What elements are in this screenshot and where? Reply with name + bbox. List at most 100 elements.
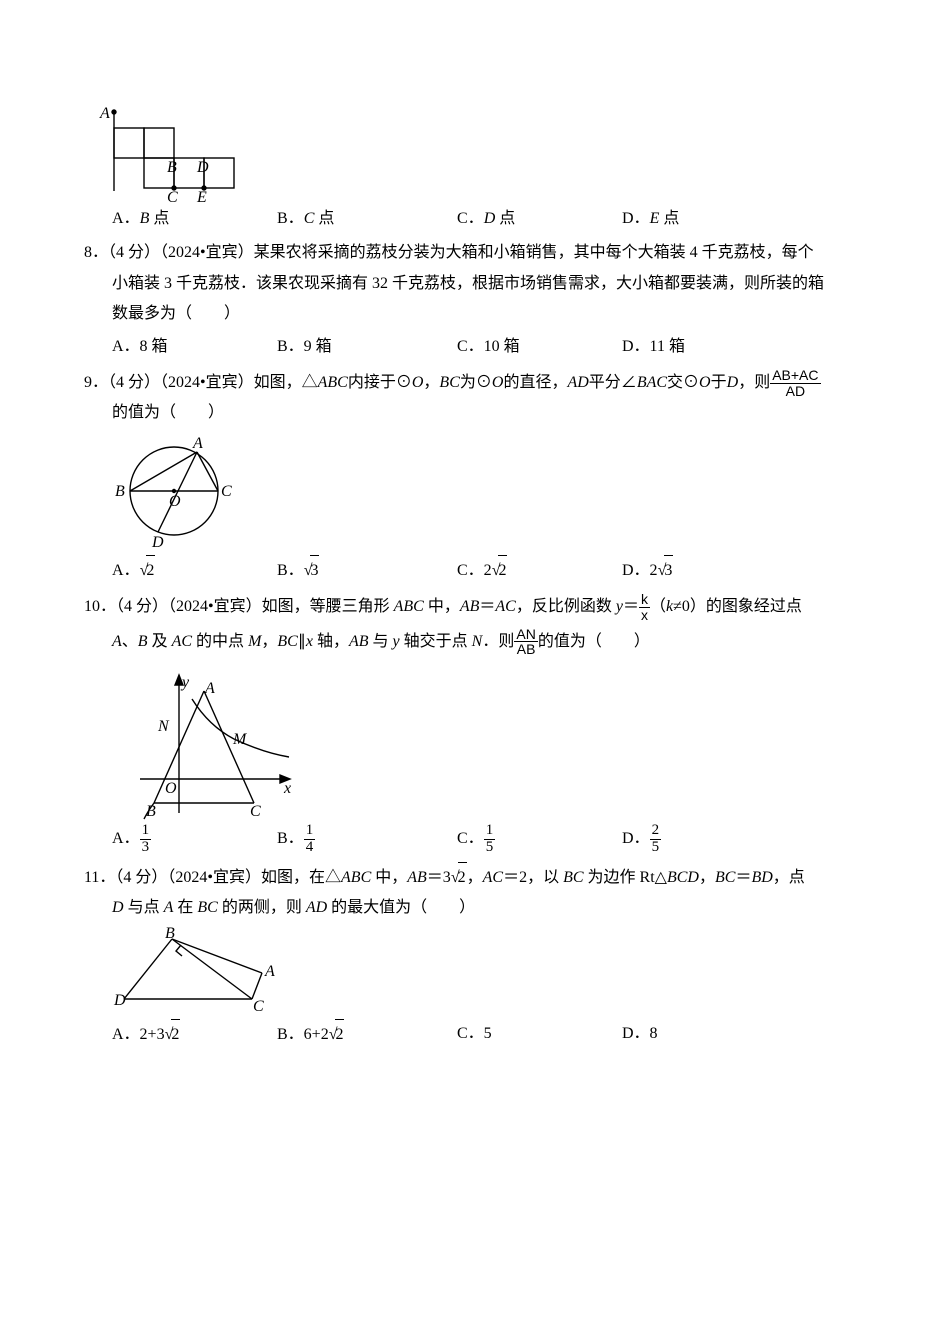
label: B． bbox=[277, 210, 304, 227]
t: O bbox=[699, 368, 711, 398]
t: 中， bbox=[424, 598, 460, 615]
t: ， bbox=[261, 633, 277, 650]
t: 11．（4 分）（2024•宜宾）如图，在△ bbox=[84, 869, 341, 886]
t: ．则 bbox=[482, 633, 514, 650]
t: BD bbox=[751, 869, 772, 886]
q11-choice-b: B．6+22 bbox=[277, 1019, 457, 1050]
l: A．2+3 bbox=[112, 1026, 165, 1043]
n: 1 bbox=[304, 823, 316, 840]
t: ＝2，以 bbox=[503, 869, 563, 886]
q7-choice-d: D．E 点 bbox=[622, 204, 679, 234]
l: D．2 bbox=[622, 562, 658, 579]
q7-figure: A B C D E bbox=[94, 106, 866, 202]
t: D bbox=[727, 368, 739, 398]
suf: 点 bbox=[314, 210, 334, 227]
t: N bbox=[472, 633, 483, 650]
t: AC bbox=[172, 633, 192, 650]
t: ，反比例函数 bbox=[516, 598, 616, 615]
t: 为边作 Rt△ bbox=[584, 869, 667, 886]
t: 的中点 bbox=[192, 633, 248, 650]
q9-fraction: AB+ACAD bbox=[770, 368, 820, 398]
n: 1 bbox=[484, 823, 496, 840]
svg-text:A: A bbox=[264, 963, 275, 980]
t: BC bbox=[715, 869, 735, 886]
t: AB bbox=[407, 869, 427, 886]
t: AC bbox=[483, 869, 503, 886]
t: BC bbox=[277, 633, 297, 650]
q8-choice-d: D．11 箱 bbox=[622, 332, 685, 362]
t: x bbox=[306, 633, 313, 650]
sqrt-icon: 2 bbox=[140, 555, 156, 586]
t: y bbox=[393, 633, 400, 650]
t: ABC bbox=[394, 598, 424, 615]
q10-figure: y x A B C M N O bbox=[134, 671, 866, 821]
q7-choice-c: C．D 点 bbox=[457, 204, 622, 234]
q10-frac-kx: kx bbox=[639, 592, 650, 622]
t: 中， bbox=[371, 869, 407, 886]
q10-choice-a: A．13 bbox=[112, 823, 277, 856]
t: ＝ bbox=[479, 598, 495, 615]
t: ， bbox=[423, 368, 439, 398]
q8-stem-2: 小箱装 3 千克荔枝．该果农现采摘有 32 千克荔枝，根据市场销售需求，大小箱都… bbox=[84, 269, 866, 299]
t: A bbox=[164, 899, 174, 916]
l: A． bbox=[112, 830, 140, 847]
l: A． bbox=[112, 562, 140, 579]
d: 5 bbox=[650, 840, 662, 856]
den: AD bbox=[770, 384, 820, 399]
svg-text:C: C bbox=[221, 483, 232, 500]
t: ， bbox=[467, 869, 483, 886]
q7-choice-b: B．C 点 bbox=[277, 204, 457, 234]
svg-text:D: D bbox=[151, 534, 164, 551]
q8-stem-1: 8．（4 分）（2024•宜宾）某果农将采摘的荔枝分装为大箱和小箱销售，其中每个… bbox=[84, 238, 866, 268]
q8-choice-a: A．8 箱 bbox=[112, 332, 277, 362]
svg-text:y: y bbox=[180, 674, 190, 691]
suf: 点 bbox=[495, 210, 515, 227]
l: C． bbox=[457, 830, 484, 847]
svg-text:M: M bbox=[232, 731, 248, 748]
q11-choice-c: C．5 bbox=[457, 1019, 622, 1050]
n: 2 bbox=[650, 823, 662, 840]
q9-choice-d: D．2 3 bbox=[622, 555, 673, 586]
t: A bbox=[112, 633, 122, 650]
q11: 11．（4 分）（2024•宜宾）如图，在△ABC 中，AB＝32，AC＝2，以… bbox=[84, 862, 866, 1051]
svg-text:A: A bbox=[192, 435, 203, 452]
frac: 15 bbox=[484, 823, 496, 856]
t: （ bbox=[650, 598, 666, 615]
t: O bbox=[492, 368, 504, 398]
num: AB+AC bbox=[770, 368, 820, 384]
t: 平分∠ bbox=[589, 368, 637, 398]
q10-stem-1: 10．（4 分）（2024•宜宾）如图，等腰三角形 ABC 中，AB＝AC，反比… bbox=[84, 592, 866, 623]
t: 交⊙ bbox=[667, 368, 699, 398]
q10-choice-c: C．15 bbox=[457, 823, 622, 856]
t: ∥ bbox=[298, 633, 306, 650]
q10: 10．（4 分）（2024•宜宾）如图，等腰三角形 ABC 中，AB＝AC，反比… bbox=[84, 592, 866, 855]
r: 3 bbox=[310, 555, 319, 586]
t: AD bbox=[567, 368, 588, 398]
t: ABC bbox=[318, 368, 348, 398]
q8-choices: A．8 箱 B．9 箱 C．10 箱 D．11 箱 bbox=[84, 332, 866, 362]
t: 、 bbox=[122, 633, 138, 650]
q11-choices: A．2+32 B．6+22 C．5 D．8 bbox=[84, 1019, 866, 1050]
l: B．6+2 bbox=[277, 1026, 329, 1043]
svg-text:E: E bbox=[196, 189, 207, 202]
sqrt-icon: 3 bbox=[658, 555, 674, 586]
t: 为⊙ bbox=[460, 368, 492, 398]
t: ＝3 bbox=[427, 869, 451, 886]
sqrt-icon: 2 bbox=[451, 862, 467, 893]
t: D bbox=[112, 899, 124, 916]
r: 2 bbox=[458, 862, 467, 893]
t: y bbox=[616, 598, 623, 615]
svg-text:C: C bbox=[253, 998, 264, 1015]
r: 3 bbox=[664, 555, 673, 586]
t: AD bbox=[306, 899, 327, 916]
t: AC bbox=[495, 598, 515, 615]
t: 在 bbox=[173, 899, 197, 916]
t: O bbox=[412, 368, 424, 398]
label: D． bbox=[622, 210, 650, 227]
l: D． bbox=[622, 830, 650, 847]
q10-frac-an: ANAB bbox=[514, 627, 537, 657]
t: 10．（4 分）（2024•宜宾）如图，等腰三角形 bbox=[84, 598, 394, 615]
sqrt-icon: 2 bbox=[165, 1019, 181, 1050]
t: 的直径， bbox=[503, 368, 567, 398]
n: AN bbox=[514, 627, 537, 643]
